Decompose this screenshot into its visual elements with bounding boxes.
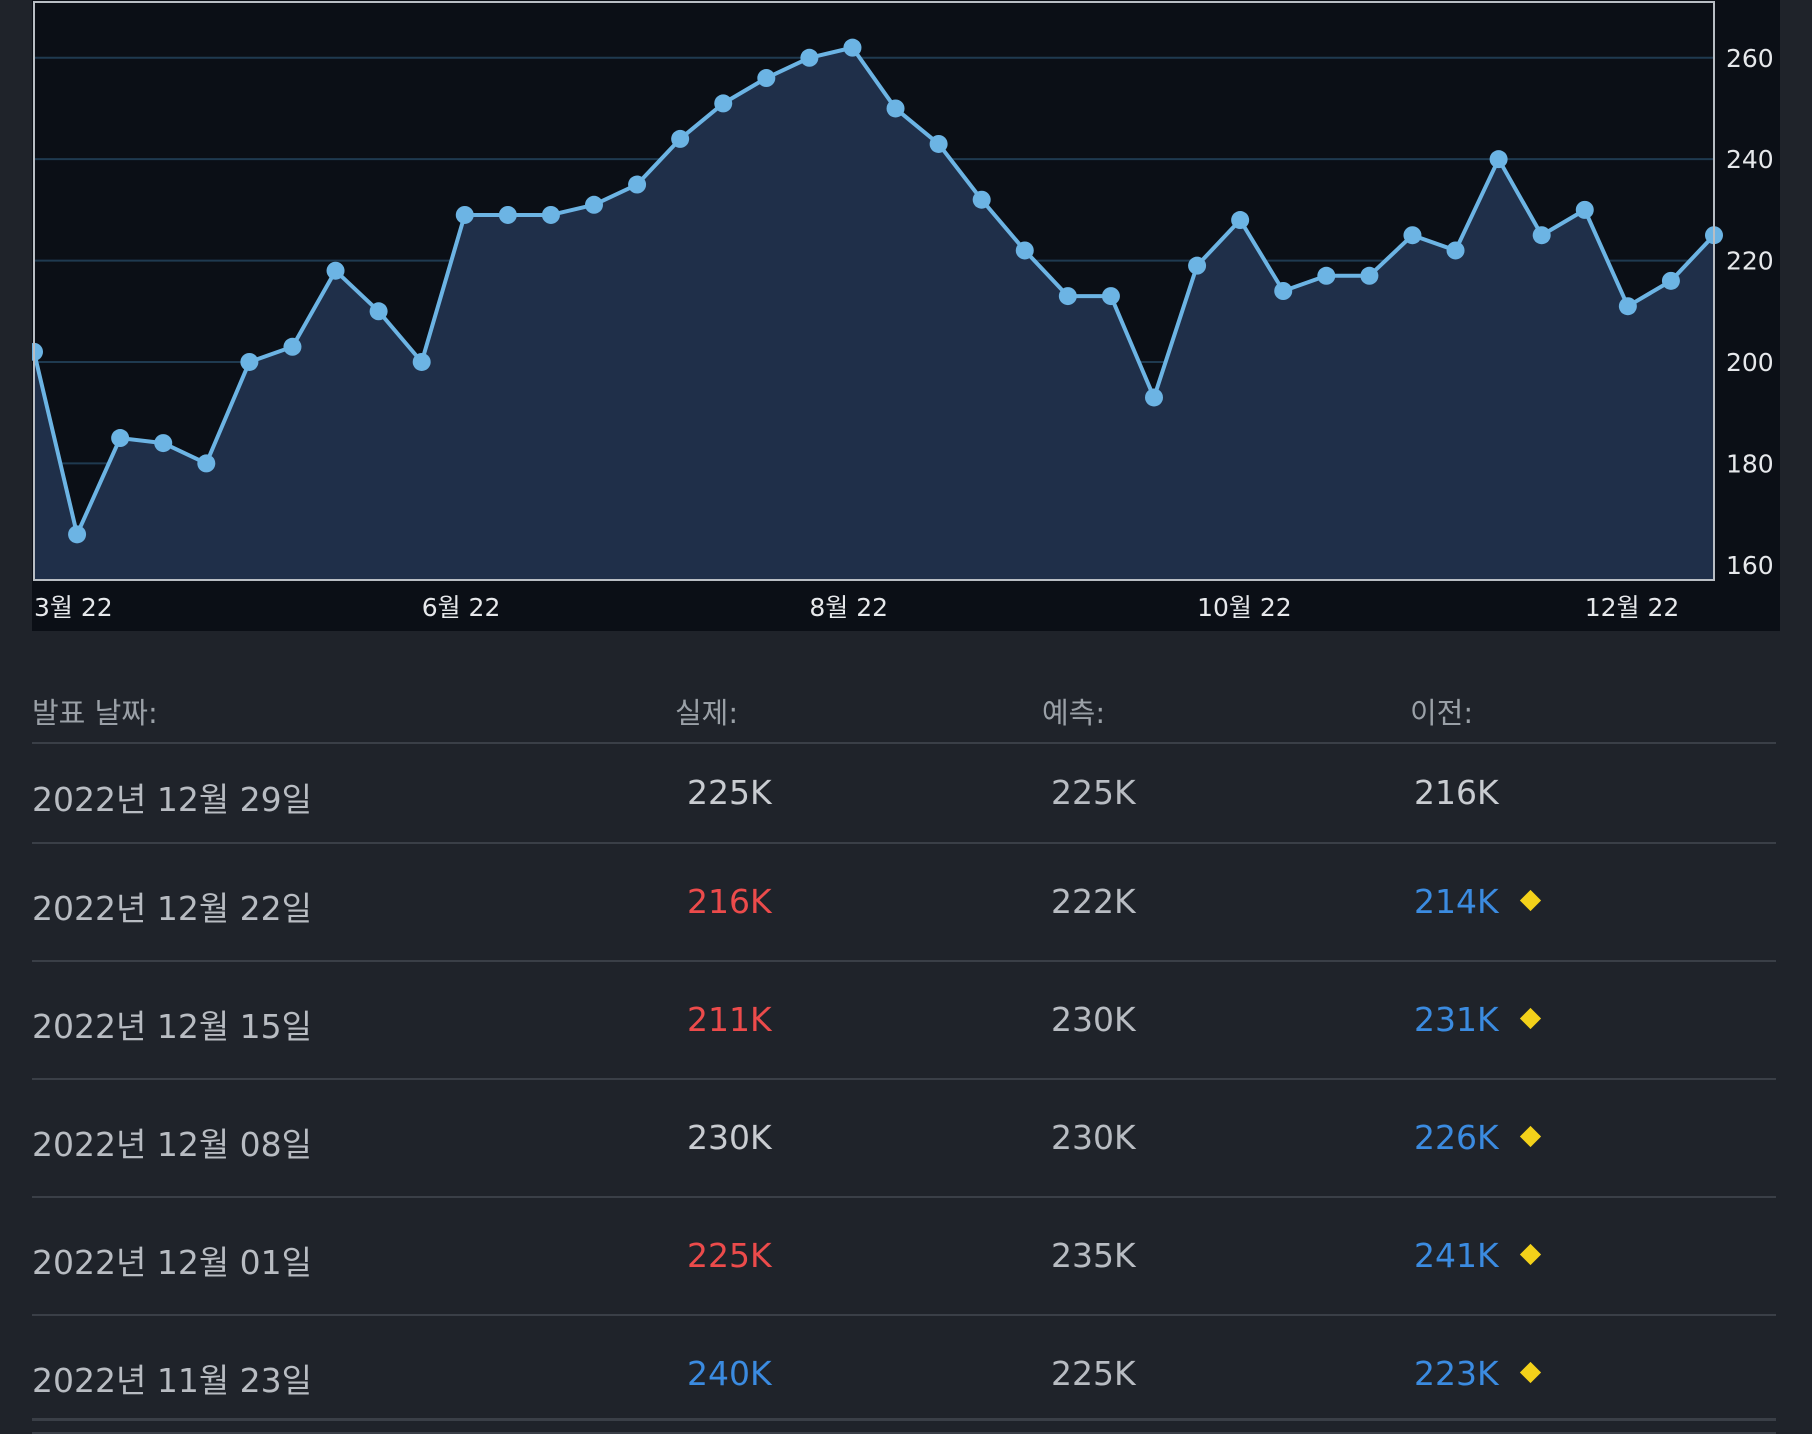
series-line [32,45,1716,537]
forecast-value: 230K [1051,1118,1136,1157]
diamond-icon[interactable] [1519,1125,1542,1148]
diamond-icon[interactable] [1519,1243,1542,1266]
chart-panel: 160 180 200 220 240 260 3월 22 6월 22 8월 22 10월 22… [32,0,1780,631]
data-point[interactable] [326,261,345,280]
data-point[interactable] [541,205,560,224]
table-row[interactable]: 2022년 12월 08일 230K 230K 226K [32,1080,1776,1198]
diamond-icon[interactable] [1519,1361,1542,1384]
forecast-value: 225K [1051,1354,1136,1393]
data-point[interactable] [1145,388,1163,407]
data-point[interactable] [68,525,87,544]
table-bottom-border [32,1418,1776,1421]
previous-value: 231K [1414,1000,1499,1039]
data-point[interactable] [1015,241,1034,260]
data-point[interactable] [1489,150,1508,169]
data-point[interactable] [1188,256,1207,275]
forecast-value: 235K [1051,1236,1136,1275]
previous-value: 214K [1414,882,1499,921]
previous-value: 223K [1414,1354,1499,1393]
data-point[interactable] [111,429,130,448]
data-point[interactable] [800,48,819,67]
x-tick-label: 10월 22 [1197,593,1292,622]
data-point[interactable] [412,352,431,371]
header-previous[interactable]: 이전: [1410,696,1474,730]
y-tick-label: 220 [1726,247,1774,276]
area-fill [34,47,1714,580]
y-tick-label: 200 [1726,348,1774,377]
header-actual[interactable]: 실제: [675,696,739,730]
release-date: 2022년 12월 08일 [32,1125,313,1164]
release-date: 2022년 12월 22일 [32,889,313,928]
data-point[interactable] [1532,226,1551,245]
data-point[interactable] [585,195,603,214]
actual-value: 240K [687,1354,772,1393]
actual-value: 225K [687,773,772,812]
data-point[interactable] [283,337,302,356]
data-point[interactable] [843,38,862,57]
actual-value: 230K [687,1118,772,1157]
data-point[interactable] [757,69,776,88]
data-point[interactable] [1618,297,1637,316]
x-tick-label: 6월 22 [422,593,501,622]
data-point[interactable] [1317,266,1336,285]
data-point[interactable] [1101,287,1120,306]
data-point[interactable] [498,205,517,224]
data-point[interactable] [929,134,948,153]
previous-value: 216K [1414,773,1499,812]
plot-border [33,1,1715,581]
previous-value: 241K [1414,1236,1499,1275]
data-point[interactable] [1231,211,1250,230]
header-date[interactable]: 발표 날짜: [32,696,158,730]
data-point[interactable] [714,94,733,113]
actual-value: 216K [687,882,772,921]
table-row[interactable]: 2022년 11월 23일 240K 225K 223K [32,1316,1776,1434]
data-point[interactable] [1360,266,1379,285]
release-date: 2022년 11월 23일 [32,1361,313,1400]
forecast-value: 222K [1051,882,1136,921]
data-point[interactable] [972,190,991,209]
x-tick-label: 3월 22 [34,593,113,622]
table-row[interactable]: 2022년 12월 01일 225K 235K 241K [32,1198,1776,1316]
data-point[interactable] [455,205,474,224]
y-tick-label: 240 [1726,145,1774,174]
diamond-icon[interactable] [1519,889,1542,912]
table-row[interactable]: 2022년 12월 15일 211K 230K 231K [32,962,1776,1080]
data-point[interactable] [240,352,259,371]
data-point[interactable] [154,434,173,453]
x-tick-label: 12월 22 [1585,593,1680,622]
table-row[interactable]: 2022년 12월 29일 225K 225K 216K [32,744,1776,844]
table-body: 2022년 12월 29일 225K 225K 216K 2022년 12월 22일 21… [32,744,1776,1434]
claims-chart: 160 180 200 220 240 260 3월 22 6월 22 8월 22 10월 22… [32,1,1774,622]
forecast-value: 230K [1051,1000,1136,1039]
table-row[interactable]: 2022년 12월 22일 216K 222K 214K [32,844,1776,962]
data-point[interactable] [1446,241,1465,260]
y-tick-label: 260 [1726,44,1774,73]
data-point[interactable] [1575,200,1594,219]
previous-value: 226K [1414,1118,1499,1157]
data-point[interactable] [886,99,905,118]
data-point[interactable] [197,454,216,473]
history-table: 발표 날짜: 실제: 예측: 이전: 2022년 12월 29일 225K 225K… [32,666,1776,1434]
diamond-icon[interactable] [1519,1007,1542,1030]
forecast-value: 225K [1051,773,1136,812]
header-forecast[interactable]: 예측: [1042,696,1106,730]
x-tick-label: 8월 22 [809,593,888,622]
release-date: 2022년 12월 01일 [32,1243,313,1282]
release-date: 2022년 12월 29일 [32,780,313,819]
table-header: 발표 날짜: 실제: 예측: 이전: [32,666,1776,744]
data-point[interactable] [1661,271,1680,290]
data-point[interactable] [1274,282,1293,300]
y-tick-label: 180 [1726,449,1774,478]
actual-value: 211K [687,1000,772,1039]
data-point[interactable] [1403,226,1422,245]
data-point[interactable] [671,129,690,148]
actual-value: 225K [687,1236,772,1275]
data-point[interactable] [1058,287,1077,306]
y-tick-label: 160 [1726,551,1774,580]
data-point[interactable] [369,302,388,321]
release-date: 2022년 12월 15일 [32,1007,313,1046]
data-point[interactable] [628,175,647,194]
